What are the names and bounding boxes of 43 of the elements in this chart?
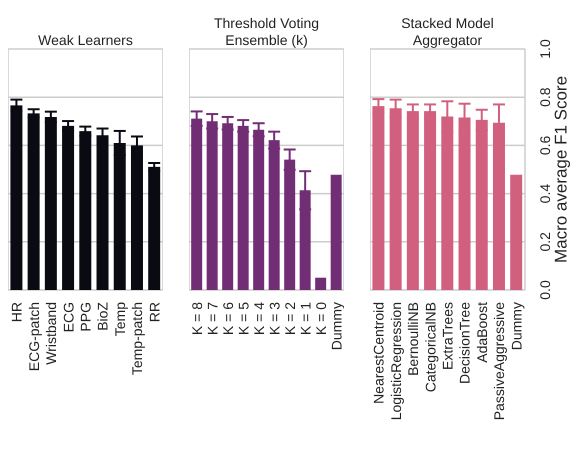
x-tick-label: ECG-patch bbox=[26, 302, 42, 372]
bar bbox=[148, 166, 160, 290]
y-tick-label: 0.6 bbox=[537, 135, 553, 156]
x-tick-label: ECG bbox=[60, 302, 76, 332]
x-tick-label: Dummy bbox=[328, 302, 344, 350]
chart-title: Stacked Model Aggregator bbox=[400, 15, 495, 49]
y-tick-label: 1.0 bbox=[537, 39, 553, 59]
x-tick-label: K = 4 bbox=[250, 302, 267, 336]
chart-title: Threshold Voting Ensemble (k) bbox=[212, 15, 320, 49]
x-tick-label: AdaBoost bbox=[474, 302, 490, 363]
chart-title: Weak Learners bbox=[38, 32, 133, 49]
x-tick-label: HR bbox=[8, 302, 25, 322]
x-tick-label: K = 8 bbox=[188, 302, 205, 336]
x-tick-label: CategoricalNB bbox=[422, 302, 438, 392]
y-tick-label: 0.4 bbox=[537, 184, 553, 204]
x-tick-label: K = 3 bbox=[266, 302, 282, 336]
x-tick-label: K = 2 bbox=[282, 302, 298, 336]
x-tick-label: DecisionTree bbox=[456, 302, 473, 384]
x-tick-label: LogisticRegression bbox=[388, 302, 404, 420]
bar bbox=[28, 113, 40, 290]
x-tick-label: ExtraTrees bbox=[440, 302, 456, 370]
y-tick-label: 0.0 bbox=[537, 280, 553, 300]
x-tick-label: K = 5 bbox=[235, 302, 252, 336]
x-tick-label: K = 1 bbox=[297, 302, 314, 336]
x-tick-label: Temp-patch bbox=[129, 302, 146, 376]
x-tick-label: PPG bbox=[78, 302, 94, 332]
x-tick-label: Temp bbox=[112, 302, 128, 336]
x-tick-label: RR bbox=[146, 302, 162, 322]
x-tick-label: BernoulliNB bbox=[405, 302, 422, 376]
x-tick-label: BioZ bbox=[94, 302, 111, 331]
bar bbox=[510, 174, 522, 290]
y-tick-label: 0.2 bbox=[537, 232, 553, 252]
x-tick-label: Dummy bbox=[508, 302, 524, 350]
x-tick-label: K = 6 bbox=[220, 302, 236, 336]
bar bbox=[330, 174, 342, 290]
x-tick-label: Wristband bbox=[43, 302, 60, 365]
y-axis-title: Macro average F1 Score bbox=[552, 76, 570, 264]
bar bbox=[315, 278, 326, 290]
x-tick-label: K = 0 bbox=[312, 302, 329, 336]
x-tick-label: PassiveAggressive bbox=[491, 302, 508, 420]
x-tick-label: NearestCentroid bbox=[370, 302, 387, 404]
x-tick-label: K = 7 bbox=[204, 302, 220, 336]
y-tick-label: 0.8 bbox=[537, 87, 553, 107]
